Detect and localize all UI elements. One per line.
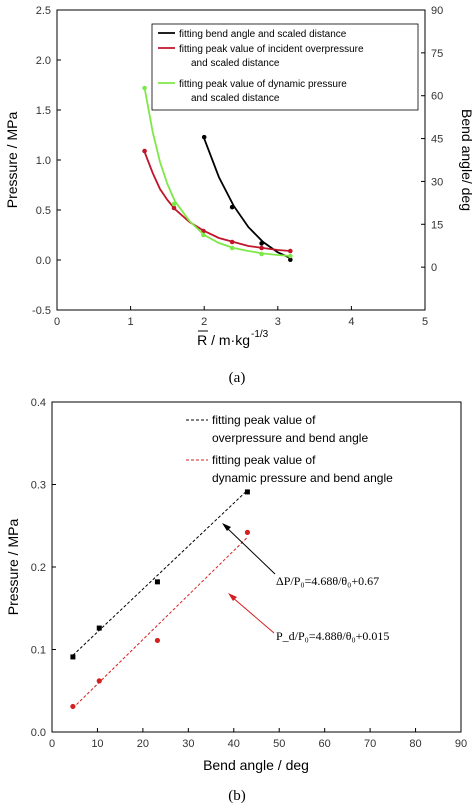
chart-a-ytick-label: -0.5 (32, 305, 51, 317)
chart-a-ytick-right-label: 0 (431, 262, 437, 274)
annotation-equation-overpressure: ΔP/P₀=4.68θ/θ₀+0.67 (276, 574, 379, 588)
legend-label-overpressure-line2: overpressure and bend angle (212, 431, 368, 445)
chart-a-data-point-0 (201, 134, 207, 140)
chart-b-xlabel: Bend angle / deg (203, 757, 309, 773)
legend-label-dynamic-pressure-line1: fitting peak value of dynamic pressure (179, 79, 347, 90)
annotation-arrow-dynamic (231, 596, 275, 634)
chart-b-xtick-label: 50 (273, 738, 285, 750)
chart-a-data-point-2 (142, 85, 147, 91)
chart-b-fit-line-1 (72, 536, 248, 709)
legend-label-dynamic-line1: fitting peak value of (212, 453, 316, 467)
chart-a-ytick-right-label: 90 (431, 5, 443, 17)
chart-b-data-point-0 (154, 579, 160, 585)
chart-b-data-point-1 (70, 703, 76, 710)
chart-a-ytick-label: 1.5 (36, 105, 51, 117)
chart-b-legend: fitting peak value of overpressure and b… (186, 413, 393, 485)
chart-b-plot-frame (51, 401, 462, 733)
annotation-equation-dynamic: P_d/P₀=4.88θ/θ₀+0.015 (276, 629, 389, 643)
chart-a-ylabel: Pressure / MPa (4, 112, 20, 209)
chart-a-ytick-label: 2.0 (36, 55, 51, 67)
chart-b-ytick-label: 0.4 (31, 397, 46, 409)
chart-a: 0 1 2 3 4 5-0.50.00.51.01.52.02.5015304560759… (4, 5, 474, 386)
chart-a-ytick-label: 0.5 (36, 205, 51, 217)
legend-label-dynamic-line2: dynamic pressure and bend angle (212, 471, 393, 485)
chart-a-xlabel: R / m·kg (197, 332, 250, 348)
chart-b-data-point-1 (244, 529, 251, 535)
chart-a-data-point-0 (259, 241, 264, 246)
chart-a-ytick-right-label: 75 (431, 48, 443, 60)
chart-b-xtick-label: 60 (319, 738, 331, 750)
legend-label-overpressure-line1: fitting peak value of (212, 413, 316, 427)
chart-a-ticks: 0 1 2 3 4 5-0.50.00.51.01.52.02.5015304560759… (32, 5, 443, 328)
chart-a-xtick-label: 1 (128, 316, 134, 328)
annotation-arrowhead-overpressure (222, 523, 231, 531)
chart-a-data-point-1 (288, 248, 293, 254)
chart-a-series (142, 85, 293, 263)
chart-b-fit-line-0 (72, 489, 248, 656)
chart-a-data-point-1 (171, 205, 177, 211)
chart-a-xlabel-exponent: -1/3 (251, 329, 269, 340)
chart-a-ytick-label: 1.0 (36, 155, 51, 167)
chart-b-xtick-label: 90 (455, 738, 467, 750)
legend-label-incident-overpressure-line2: and scaled distance (191, 58, 280, 69)
chart-b-data-point-1 (154, 637, 161, 644)
chart-b-data-point-0 (70, 654, 76, 660)
chart-a-data-point-2 (229, 245, 235, 251)
chart-b-ytick-label: 0.0 (31, 727, 46, 739)
chart-a-data-point-2 (288, 253, 293, 259)
chart-b-caption: (b) (228, 788, 246, 804)
chart-a-ytick-right-label: 60 (431, 91, 443, 103)
chart-a-xtick-label: 4 (348, 316, 354, 328)
chart-a-data-point-2 (171, 201, 177, 207)
chart-a-xtick-label: 2 (201, 316, 207, 328)
legend-label-dynamic-pressure-line2: and scaled distance (191, 93, 280, 104)
chart-a-ytick-right-label: 30 (431, 176, 443, 188)
chart-b-ticks: 0 10 20 30 40 50 60 70 80 90 0.0 0.1 0.2 0.3 0.4 (31, 397, 467, 750)
chart-a-xtick-label: 0 (54, 316, 60, 328)
chart-a-legend: fitting bend angle and scaled distance f… (151, 23, 419, 111)
annotation-arrow-overpressure (225, 526, 276, 575)
chart-a-series-line-0 (203, 138, 291, 259)
chart-a-ytick-right-label: 45 (431, 134, 443, 146)
chart-b-xtick-label: 40 (228, 738, 240, 750)
chart-b-data-point-1 (96, 678, 102, 684)
chart-a-data-point-1 (259, 245, 264, 251)
chart-b-xtick-label: 30 (182, 738, 194, 750)
chart-b-ylabel: Pressure / MPa (5, 519, 21, 616)
chart-a-caption: (a) (229, 370, 246, 386)
chart-a-ytick-label: 2.5 (36, 5, 51, 17)
chart-a-series-line-1 (143, 151, 291, 252)
chart-a-ytick-right-label: 15 (431, 219, 443, 231)
chart-b-xtick-label: 80 (409, 738, 421, 750)
chart-b-xtick-label: 10 (91, 738, 103, 750)
chart-b-ytick-label: 0.2 (31, 562, 46, 574)
chart-b-data-point-0 (244, 489, 250, 495)
chart-b-series (70, 489, 251, 710)
chart-a-data-point-1 (142, 148, 147, 154)
chart-a-data-point-2 (259, 251, 264, 257)
chart-a-data-point-0 (288, 257, 293, 263)
chart-b-xtick-label: 0 (49, 738, 55, 750)
chart-b-xtick-label: 20 (137, 738, 149, 750)
legend-label-incident-overpressure-line1: fitting peak value of incident overpress… (179, 44, 364, 55)
chart-a-data-point-2 (201, 232, 206, 238)
chart-a-xtick-label: 5 (422, 316, 428, 328)
chart-b: 0 10 20 30 40 50 60 70 80 90 0.0 0.1 0.2 0.3 0.4 fitti… (5, 397, 467, 804)
legend-label-bend-angle: fitting bend angle and scaled distance (179, 29, 347, 40)
annotation-arrowhead-dynamic (228, 593, 237, 601)
chart-a-legend-box (151, 23, 419, 111)
chart-b-ytick-label: 0.3 (31, 480, 46, 492)
chart-a-data-point-0 (229, 204, 235, 210)
chart-b-ytick-label: 0.1 (31, 645, 46, 657)
chart-b-xtick-label: 70 (364, 738, 376, 750)
chart-a-ylabel-right: Bend angle/ deg (459, 109, 474, 211)
chart-a-xtick-label: 3 (275, 316, 281, 328)
chart-a-ytick-label: 0.0 (36, 255, 51, 267)
chart-b-data-point-0 (96, 625, 102, 631)
chart-a-data-point-1 (229, 239, 235, 245)
